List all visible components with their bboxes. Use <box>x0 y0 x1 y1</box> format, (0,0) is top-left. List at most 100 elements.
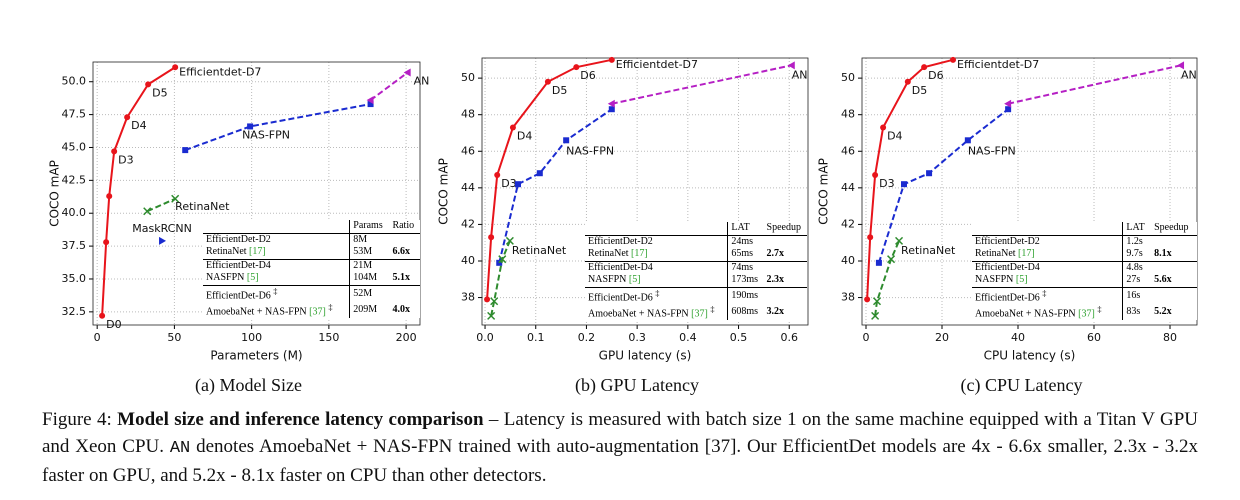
ratio-cell: 3.2x <box>766 305 785 317</box>
value-cell: 173ms <box>727 274 764 287</box>
model-name: EfficientDet-D6 <box>206 289 271 301</box>
data-point <box>950 56 957 63</box>
model-ref: [5] <box>246 272 259 284</box>
data-point <box>111 148 118 155</box>
model-ref: [37] <box>309 306 326 318</box>
model-name: EfficientDet-D4 <box>206 259 271 271</box>
header-cell: LAT <box>1122 222 1152 236</box>
caption-code: AN <box>169 439 191 458</box>
table-row: RetinaNet [17] 9.7s 8.1x <box>972 248 1197 261</box>
series-line <box>611 64 792 105</box>
model-ref: [17] <box>249 246 266 258</box>
ratio-cell <box>389 284 420 302</box>
data-point <box>871 311 880 320</box>
ratio-cell: 4.0x <box>392 303 410 315</box>
data-point <box>172 64 179 71</box>
data-point <box>900 181 907 188</box>
x-tick-label: 0.6 <box>780 331 798 344</box>
x-axis-label: GPU latency (s) <box>599 349 692 363</box>
table-row: NASFPN [5] 27s 5.6x <box>972 274 1197 287</box>
x-tick-label: 0 <box>94 331 101 344</box>
subfigure-caption: (b) GPU Latency <box>575 375 699 396</box>
model-ref: [5] <box>1015 274 1028 286</box>
model-mark: ‡ <box>655 288 660 298</box>
model-cell: RetinaNet [17] <box>585 248 728 261</box>
x-tick-label: 0 <box>862 331 869 344</box>
table-header-row: Params Ratio <box>203 220 420 234</box>
data-point <box>159 236 167 245</box>
point-label: D4 <box>131 119 146 132</box>
value-cell: 8M <box>349 233 390 246</box>
series-label: AN <box>1181 68 1197 81</box>
ratio-cell <box>389 233 420 246</box>
caption-ref: [37] <box>704 436 737 457</box>
value-cell: 21M <box>349 258 390 272</box>
point-label: Efficientdet-D7 <box>957 58 1039 71</box>
point-label: D0 <box>106 318 121 331</box>
model-cell: EfficientDet-D6 ‡ <box>972 286 1123 304</box>
model-cell: NASFPN [5] <box>203 272 350 285</box>
data-point <box>872 172 879 179</box>
table-header-row: LAT Speedup <box>585 222 807 236</box>
model-cell: NASFPN [5] <box>972 274 1123 287</box>
plot-frame <box>481 57 809 326</box>
table-header-row: LAT Speedup <box>972 222 1197 236</box>
figure-charts: 0 50 100 150 20032.535.037.540.042.545.047.5… <box>48 56 1198 396</box>
x-tick-label: 150 <box>318 331 339 344</box>
model-name: NASFPN <box>588 274 627 286</box>
table: LAT Speedup EfficientDet-D2 1.2s RetinaNet [… <box>972 222 1197 321</box>
table-row: EfficientDet-D6 ‡ 52M <box>203 284 420 302</box>
x-tick-label: 100 <box>241 331 262 344</box>
data-point <box>872 297 882 306</box>
value-cell: 52M <box>349 284 390 302</box>
model-mark: ‡ <box>1042 288 1047 298</box>
model-mark: ‡ <box>1097 304 1102 314</box>
table-row: EfficientDet-D4 4.8s <box>972 260 1197 274</box>
model-cell: RetinaNet [17] <box>203 246 350 259</box>
caption-text: . Our EfficientDet models are 4x - 6.6x … <box>42 436 1198 486</box>
comparison-table: LAT Speedup EfficientDet-D2 24ms RetinaNet [… <box>585 222 807 321</box>
point-label: D6 <box>928 69 943 82</box>
model-name: EfficientDet-D6 <box>975 291 1040 303</box>
data-point <box>1004 99 1012 108</box>
model-name: RetinaNet <box>206 246 247 258</box>
value-cell: 9.7s <box>1122 248 1152 261</box>
model-name: RetinaNet <box>588 248 629 260</box>
point-label: D3 <box>118 153 133 166</box>
model-cell: NASFPN [5] <box>585 274 728 287</box>
model-ref: [5] <box>628 274 641 286</box>
point-label: D3 <box>879 177 894 190</box>
table-row: RetinaNet [17] 53M 6.6x <box>203 246 420 259</box>
y-axis-label: COCO mAP <box>437 158 451 225</box>
data-point <box>1177 61 1185 70</box>
header-cell: LAT <box>727 222 764 236</box>
series-line <box>369 71 409 101</box>
y-tick-label: 48 <box>841 108 855 121</box>
y-tick-label: 40.0 <box>62 206 87 219</box>
series-label: NAS-FPN <box>242 128 290 141</box>
comparison-table: LAT Speedup EfficientDet-D2 1.2s RetinaNet [… <box>972 222 1197 321</box>
table-row: EfficientDet-D4 74ms <box>585 260 807 274</box>
point-label: D4 <box>517 129 532 142</box>
series-label: NAS-FPN <box>566 144 614 157</box>
model-mark: ‡ <box>710 304 715 314</box>
point-label: D3 <box>501 177 516 190</box>
value-cell: 27s <box>1122 274 1152 287</box>
table-row: EfficientDet-D4 21M <box>203 258 420 272</box>
data-point <box>490 297 499 306</box>
y-tick-label: 44 <box>841 181 855 194</box>
data-point <box>904 78 911 85</box>
table-row: AmoebaNet + NAS-FPN [37] ‡ 608ms 3.2x <box>585 303 807 321</box>
y-tick-label: 37.5 <box>62 239 87 252</box>
header-cell: Ratio <box>389 220 420 234</box>
model-cell: AmoebaNet + NAS-FPN [37] ‡ <box>972 304 1123 320</box>
point-label: D5 <box>912 84 927 97</box>
table-row: EfficientDet-D6 ‡ 16s <box>972 286 1197 304</box>
model-cell: EfficientDet-D2 <box>203 233 350 246</box>
figure-caption: Figure 4: Model size and inference laten… <box>42 406 1198 489</box>
x-tick-label: 0.5 <box>730 331 748 344</box>
data-point <box>895 236 904 245</box>
y-tick-label: 50 <box>461 71 475 84</box>
ratio-cell <box>763 260 807 274</box>
